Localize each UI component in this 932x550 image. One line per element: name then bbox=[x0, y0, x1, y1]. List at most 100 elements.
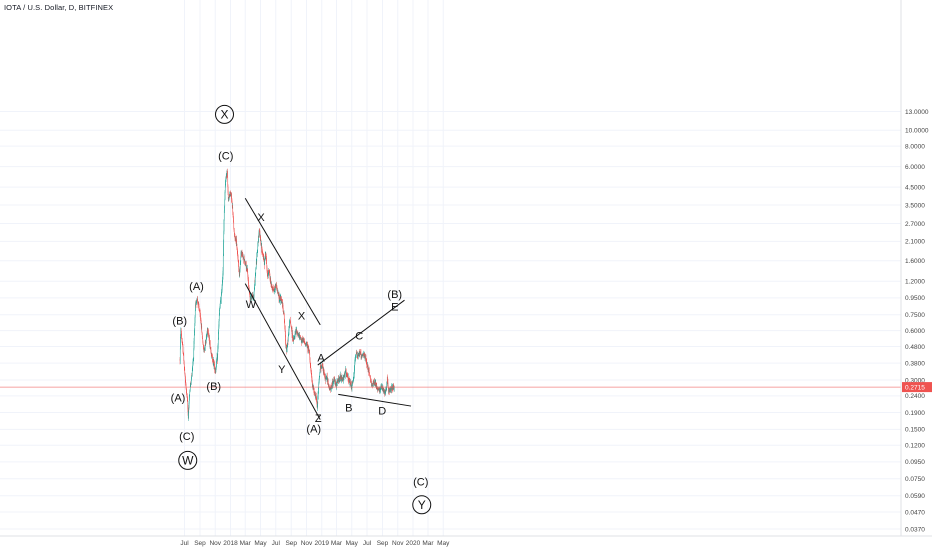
trendlines bbox=[244, 197, 412, 420]
candle-body bbox=[286, 347, 288, 353]
candle-body bbox=[284, 319, 285, 323]
candle-body bbox=[264, 259, 266, 264]
candle-body bbox=[294, 334, 296, 338]
candle-body bbox=[187, 407, 189, 413]
candle-body bbox=[369, 373, 371, 376]
candle-body bbox=[210, 353, 212, 356]
candle-body bbox=[309, 353, 311, 358]
candle-body bbox=[189, 392, 191, 395]
candle-body bbox=[283, 311, 284, 314]
candle-body bbox=[316, 400, 318, 402]
candle-body bbox=[322, 363, 323, 368]
wave-label: (C) bbox=[179, 431, 194, 443]
y-tick-label: 0.1900 bbox=[905, 410, 925, 417]
candle-body bbox=[216, 361, 217, 365]
candle-body bbox=[358, 352, 360, 354]
candle-body bbox=[271, 283, 273, 288]
candle-body bbox=[232, 207, 234, 213]
candle-body bbox=[224, 206, 225, 211]
y-tick-label: 0.0470 bbox=[905, 509, 925, 516]
candle-body bbox=[219, 302, 221, 307]
candle-body bbox=[188, 403, 190, 409]
y-tick-label: 2.1000 bbox=[905, 239, 925, 246]
candle-body bbox=[190, 379, 192, 383]
candle-body bbox=[193, 341, 195, 349]
wave-label: Z bbox=[315, 413, 322, 425]
wave-label: (B) bbox=[172, 316, 187, 328]
x-tick-label: May bbox=[346, 540, 359, 547]
y-tick-label: 0.7500 bbox=[905, 312, 925, 319]
wave-label: (A) bbox=[306, 423, 321, 435]
candle-body bbox=[203, 344, 204, 350]
x-tick-label: 2019 bbox=[315, 540, 330, 547]
candle-body bbox=[368, 370, 370, 373]
candle-body bbox=[287, 336, 289, 342]
candle-body bbox=[224, 185, 226, 192]
wave-label: B bbox=[345, 402, 352, 414]
y-tick-label: 6.0000 bbox=[905, 164, 925, 171]
candle-body bbox=[233, 218, 234, 222]
candle-body bbox=[325, 376, 326, 379]
wave-label: (C) bbox=[413, 477, 428, 489]
candle-body bbox=[347, 375, 349, 378]
candle-body bbox=[285, 335, 286, 341]
candle-body bbox=[234, 236, 236, 239]
candle-body bbox=[282, 308, 284, 312]
candle-body bbox=[224, 191, 226, 200]
candle-body bbox=[283, 312, 285, 320]
candle-body bbox=[387, 382, 389, 387]
candle-body bbox=[378, 387, 379, 390]
candle-body bbox=[217, 349, 219, 356]
candle-body bbox=[192, 364, 194, 368]
wave-label: X bbox=[298, 311, 306, 323]
candle-body bbox=[309, 357, 311, 363]
candle-body bbox=[223, 210, 225, 220]
trendline bbox=[317, 299, 405, 366]
candle-body bbox=[258, 231, 260, 236]
candle-body bbox=[290, 324, 292, 326]
candle-body bbox=[266, 258, 267, 265]
candle-body bbox=[191, 369, 193, 375]
candle-body bbox=[218, 331, 219, 340]
trendline bbox=[338, 393, 412, 407]
wave-circle bbox=[412, 495, 432, 515]
candle-body bbox=[345, 370, 347, 375]
candle-body bbox=[202, 342, 204, 345]
candle-body bbox=[327, 381, 329, 385]
candle-body bbox=[189, 394, 190, 398]
x-tick-label: Nov bbox=[392, 540, 404, 547]
candle-body bbox=[259, 228, 260, 232]
candle-body bbox=[240, 256, 242, 263]
candle-body bbox=[188, 412, 189, 419]
candle-body bbox=[237, 255, 239, 260]
candle-body bbox=[205, 335, 207, 342]
trendline bbox=[244, 197, 321, 326]
y-tick-label: 0.2400 bbox=[905, 393, 925, 400]
candle-body bbox=[200, 315, 201, 319]
candle-body bbox=[255, 269, 257, 274]
candle-body bbox=[315, 396, 317, 398]
candle-body bbox=[358, 353, 360, 355]
candle-body bbox=[274, 286, 276, 291]
candle-body bbox=[194, 323, 196, 331]
candle-body bbox=[202, 337, 203, 339]
candle-body bbox=[209, 343, 211, 349]
candle-body bbox=[201, 325, 203, 333]
candle-body bbox=[370, 378, 371, 382]
candle-body bbox=[231, 200, 233, 203]
candle-body bbox=[247, 272, 249, 276]
candle-body bbox=[248, 280, 249, 284]
candle-body bbox=[220, 294, 222, 301]
wave-label: X bbox=[257, 212, 265, 224]
x-tick-label: Sep bbox=[285, 540, 297, 547]
candle-body bbox=[184, 368, 186, 374]
wave-label: Y bbox=[278, 364, 286, 376]
candle-body bbox=[189, 385, 191, 390]
x-tick-label: Sep bbox=[194, 540, 206, 547]
candle-body bbox=[253, 291, 255, 298]
candle-body bbox=[193, 335, 195, 342]
x-axis: Jul Sep Nov 2018 Mar May Jul Sep Nov 2019 Mar May Ju… bbox=[180, 540, 450, 547]
current-price-label: 0.2715 bbox=[902, 382, 932, 393]
candle-body bbox=[336, 381, 338, 387]
